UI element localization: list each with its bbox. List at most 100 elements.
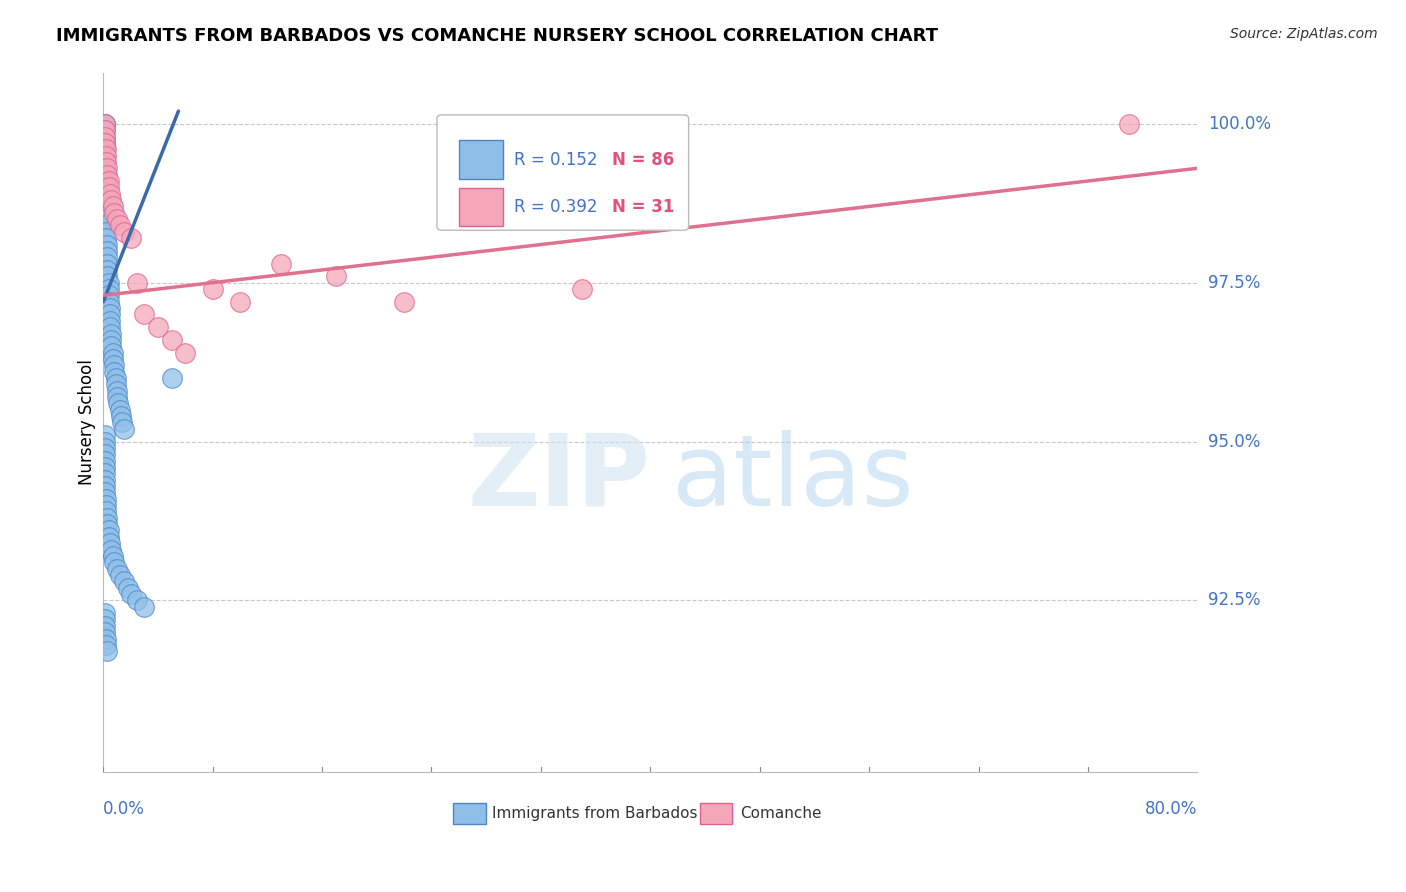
Text: atlas: atlas <box>672 430 914 527</box>
Point <box>392 294 415 309</box>
Point <box>270 257 292 271</box>
Point <box>108 568 131 582</box>
Point <box>94 498 117 512</box>
Point <box>112 422 135 436</box>
Point <box>105 390 128 404</box>
Point <box>94 225 117 239</box>
Point <box>93 459 115 474</box>
Point <box>93 428 115 442</box>
Point <box>98 301 121 315</box>
Point <box>93 155 115 169</box>
Point <box>98 320 121 334</box>
Point <box>94 193 117 207</box>
Point <box>96 257 118 271</box>
Point <box>127 593 149 607</box>
Point <box>93 485 115 500</box>
Point <box>94 155 117 169</box>
Point <box>93 117 115 131</box>
Point <box>103 206 125 220</box>
Point <box>93 117 115 131</box>
Point <box>97 276 120 290</box>
Point <box>111 416 134 430</box>
Point <box>93 161 115 176</box>
Point <box>100 339 122 353</box>
Text: N = 86: N = 86 <box>612 151 675 169</box>
Point <box>117 581 139 595</box>
Point <box>93 129 115 144</box>
Y-axis label: Nursery School: Nursery School <box>79 359 96 485</box>
Point <box>94 142 117 156</box>
Point <box>94 219 117 233</box>
Text: ZIP: ZIP <box>467 430 651 527</box>
Point <box>96 244 118 258</box>
Point <box>97 174 120 188</box>
Point <box>112 574 135 589</box>
Point <box>112 225 135 239</box>
Point <box>127 276 149 290</box>
Point <box>93 117 115 131</box>
Point <box>93 473 115 487</box>
Point <box>96 250 118 264</box>
Point <box>94 206 117 220</box>
Text: Comanche: Comanche <box>740 806 821 822</box>
Point <box>97 282 120 296</box>
Point <box>160 333 183 347</box>
Point <box>94 632 117 646</box>
Point <box>93 434 115 449</box>
Text: IMMIGRANTS FROM BARBADOS VS COMANCHE NURSERY SCHOOL CORRELATION CHART: IMMIGRANTS FROM BARBADOS VS COMANCHE NUR… <box>56 27 938 45</box>
Point <box>101 199 124 213</box>
Point <box>101 351 124 366</box>
Point <box>93 619 115 633</box>
Point <box>571 282 593 296</box>
Point <box>97 294 120 309</box>
Point <box>96 644 118 658</box>
Point <box>103 365 125 379</box>
Point <box>96 168 118 182</box>
Point <box>94 148 117 162</box>
Point <box>96 510 118 524</box>
FancyBboxPatch shape <box>437 115 689 230</box>
Point <box>100 542 122 557</box>
Point <box>93 441 115 455</box>
Point <box>97 288 120 302</box>
Point <box>104 371 127 385</box>
Point <box>201 282 224 296</box>
Point <box>93 479 115 493</box>
Point <box>96 269 118 284</box>
Point <box>94 231 117 245</box>
Point <box>93 168 115 182</box>
Point <box>96 263 118 277</box>
Point <box>98 536 121 550</box>
Point <box>94 638 117 652</box>
Point <box>110 409 132 424</box>
Point <box>134 599 156 614</box>
Text: N = 31: N = 31 <box>612 198 675 216</box>
Point <box>120 587 142 601</box>
Point <box>101 345 124 359</box>
Point <box>96 517 118 532</box>
Point <box>96 161 118 176</box>
Point <box>93 625 115 640</box>
Point <box>97 180 120 194</box>
FancyBboxPatch shape <box>700 804 733 824</box>
Point <box>105 212 128 227</box>
Point <box>93 136 115 150</box>
Point <box>100 193 122 207</box>
Point <box>108 402 131 417</box>
Text: 92.5%: 92.5% <box>1209 591 1261 609</box>
Point <box>94 212 117 227</box>
Point <box>325 269 347 284</box>
Point <box>229 294 252 309</box>
Point <box>94 186 117 201</box>
Text: 100.0%: 100.0% <box>1209 115 1271 133</box>
Point <box>98 186 121 201</box>
Point <box>100 326 122 341</box>
Point <box>94 504 117 518</box>
Point <box>94 491 117 506</box>
Point <box>174 345 197 359</box>
Point <box>97 530 120 544</box>
Point <box>97 524 120 538</box>
Point <box>108 219 131 233</box>
Point <box>107 396 129 410</box>
Text: Immigrants from Barbados: Immigrants from Barbados <box>492 806 697 822</box>
